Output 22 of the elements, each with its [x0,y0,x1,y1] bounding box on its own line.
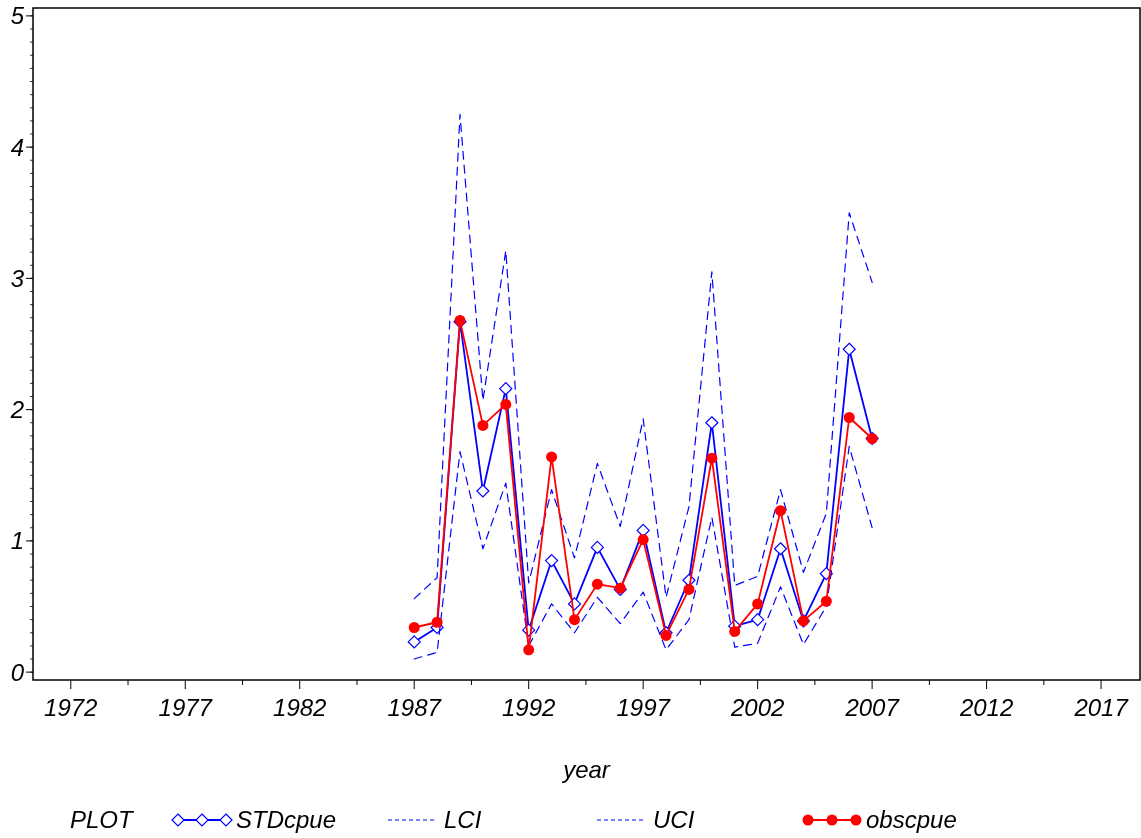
legend-title: PLOT [70,806,136,834]
x-tick-label: 1977 [158,694,214,721]
x-tick-label: 2007 [844,694,901,721]
x-tick-label: 1997 [616,694,672,721]
legend-label: LCI [444,806,482,834]
y-tick-label: 5 [10,2,25,30]
legend-label: UCI [653,806,695,834]
x-tick-label: 2017 [1073,694,1130,721]
x-tick-label: 1992 [501,694,556,721]
legend-label: STDcpue [236,806,337,834]
y-tick-label: 1 [10,527,24,555]
y-tick-label: 0 [10,658,25,686]
y-tick-label: 2 [9,396,24,424]
x-tick-label: 2012 [958,694,1014,721]
x-tick-label: 1972 [44,694,98,721]
x-axis-title: year [561,756,611,783]
x-tick-label: 1982 [273,694,327,721]
y-tick-label: 3 [10,264,25,292]
x-tick-label: 2002 [729,694,785,721]
legend-label: obscpue [866,806,957,834]
x-tick-label: 1987 [387,694,443,721]
y-tick-label: 4 [10,133,24,161]
